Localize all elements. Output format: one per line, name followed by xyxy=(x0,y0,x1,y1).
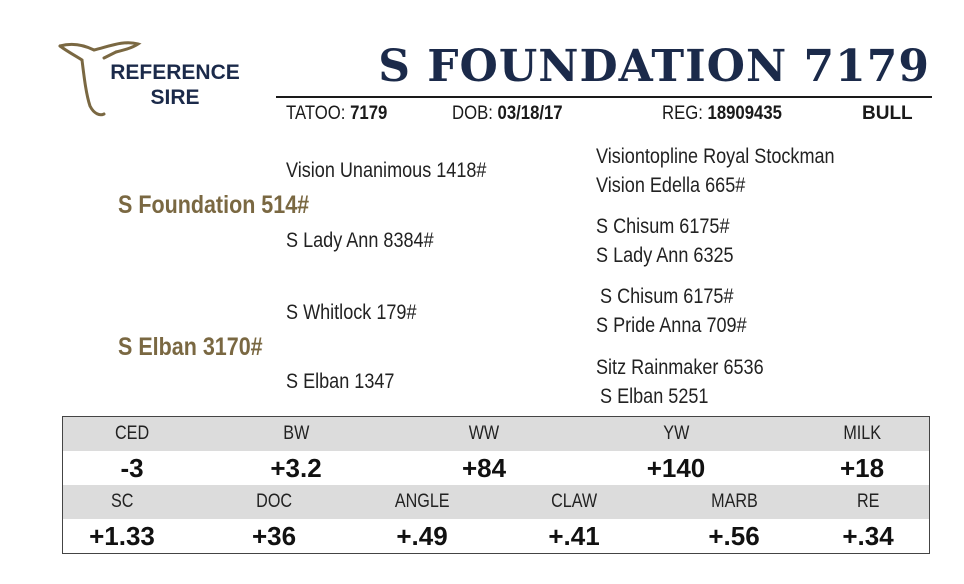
pedigree-ssd: Vision Edella 665# xyxy=(596,174,746,197)
pedigree-dam-dam: S Elban 1347 xyxy=(286,370,395,393)
tatoo-label: TATOO: xyxy=(286,103,346,124)
pedigree-dsd: S Pride Anna 709# xyxy=(596,314,747,337)
pedigree-sire: S Foundation 514# xyxy=(118,191,310,219)
epd-label-angle: ANGLE xyxy=(394,491,450,512)
dob-label: DOB: xyxy=(452,103,493,124)
epd-label-marb: MARB xyxy=(710,491,758,512)
badge-line-1: REFERENCE xyxy=(110,61,240,84)
epd-value-angle: +.49 xyxy=(396,521,448,551)
epd-label-re: RE xyxy=(856,491,880,512)
epd-value-re: +.34 xyxy=(842,521,894,551)
epd-row-2-values: +1.33 +36 +.49 +.41 +.56 +.34 xyxy=(63,519,929,553)
epd-row-2-labels: SC DOC ANGLE CLAW MARB RE xyxy=(63,485,929,519)
pedigree-dss: S Chisum 6175# xyxy=(600,285,734,308)
badge-line-2: SIRE xyxy=(150,86,200,109)
bull-head-outline-icon xyxy=(58,41,142,117)
reg-value: 18909435 xyxy=(707,103,782,124)
epd-value-ced: -3 xyxy=(120,453,144,483)
reg-label: REG: xyxy=(662,103,703,124)
epd-value-yw: +140 xyxy=(646,453,706,483)
pedigree-sire-sire: Vision Unanimous 1418# xyxy=(286,159,487,182)
epd-value-bw: +3.2 xyxy=(270,453,322,483)
pedigree-dds: Sitz Rainmaker 6536 xyxy=(596,356,764,379)
animal-name-title: S FOUNDATION 7179 xyxy=(378,41,930,92)
epd-label-milk: MILK xyxy=(843,423,881,444)
epd-label-yw: YW xyxy=(662,423,690,444)
epd-value-doc: +36 xyxy=(251,521,297,551)
reference-sire-badge: REFERENCE SIRE xyxy=(54,36,254,122)
title-divider xyxy=(276,96,932,98)
pedigree-sire-dam: S Lady Ann 8384# xyxy=(286,229,434,252)
sex-field: BULL xyxy=(862,103,913,124)
pedigree-dam: S Elban 3170# xyxy=(118,333,263,361)
epd-table: CED BW WW YW MILK -3 +3.2 +84 +140 +18 S… xyxy=(62,416,930,554)
tatoo-field: TATOO: 7179 xyxy=(286,102,387,126)
epd-value-milk: +18 xyxy=(839,453,885,483)
reg-field: REG: 18909435 xyxy=(662,102,782,126)
dob-value: 03/18/17 xyxy=(497,103,563,124)
epd-row-1-values: -3 +3.2 +84 +140 +18 xyxy=(63,451,929,485)
badge-text: REFERENCE SIRE xyxy=(100,60,250,110)
pedigree-sds: S Chisum 6175# xyxy=(596,215,730,238)
tatoo-value: 7179 xyxy=(350,103,388,124)
epd-label-doc: DOC xyxy=(256,491,292,512)
epd-label-ww: WW xyxy=(468,423,500,444)
epd-value-sc: +1.33 xyxy=(89,521,155,551)
epd-value-ww: +84 xyxy=(461,453,507,483)
pedigree-sdd: S Lady Ann 6325 xyxy=(596,244,734,267)
epd-label-claw: CLAW xyxy=(550,491,598,512)
epd-label-bw: BW xyxy=(282,423,310,444)
epd-label-sc: SC xyxy=(110,491,134,512)
epd-label-ced: CED xyxy=(114,423,150,444)
pedigree-sss: Visiontopline Royal Stockman xyxy=(596,145,835,168)
epd-row-1-labels: CED BW WW YW MILK xyxy=(63,417,929,451)
epd-value-claw: +.41 xyxy=(548,521,600,551)
epd-value-marb: +.56 xyxy=(708,521,760,551)
pedigree-dam-sire: S Whitlock 179# xyxy=(286,301,417,324)
dob-field: DOB: 03/18/17 xyxy=(452,102,563,126)
pedigree-ddd: S Elban 5251 xyxy=(600,385,709,408)
